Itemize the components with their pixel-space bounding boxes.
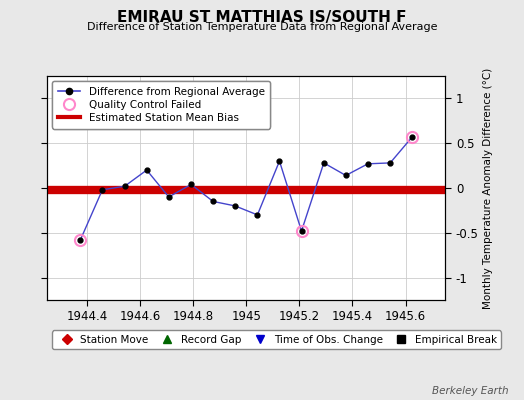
Legend: Station Move, Record Gap, Time of Obs. Change, Empirical Break: Station Move, Record Gap, Time of Obs. C… xyxy=(52,330,501,349)
Text: Berkeley Earth: Berkeley Earth xyxy=(432,386,508,396)
Text: EMIRAU ST MATTHIAS IS/SOUTH F: EMIRAU ST MATTHIAS IS/SOUTH F xyxy=(117,10,407,25)
Text: Difference of Station Temperature Data from Regional Average: Difference of Station Temperature Data f… xyxy=(87,22,437,32)
Legend: Difference from Regional Average, Quality Control Failed, Estimated Station Mean: Difference from Regional Average, Qualit… xyxy=(52,81,270,128)
Y-axis label: Monthly Temperature Anomaly Difference (°C): Monthly Temperature Anomaly Difference (… xyxy=(483,67,493,309)
